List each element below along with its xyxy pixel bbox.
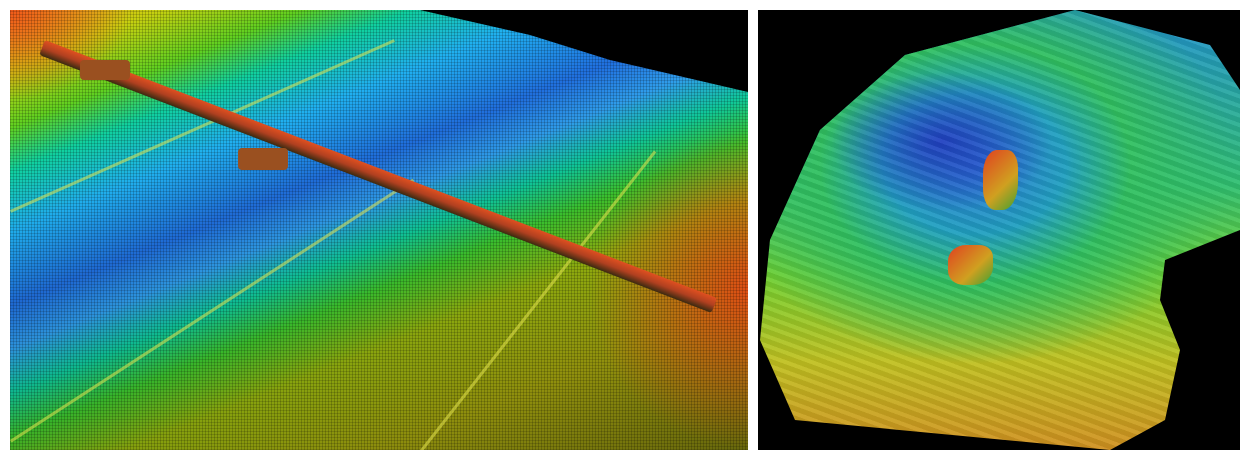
wreck-debris [80,60,130,80]
wreck-site [948,245,993,285]
point-cloud-image [10,10,748,450]
sand-ripples [760,10,1240,450]
bathymetry-map-image [758,10,1240,450]
wreck-debris [238,148,288,170]
wreck-site [983,150,1018,210]
